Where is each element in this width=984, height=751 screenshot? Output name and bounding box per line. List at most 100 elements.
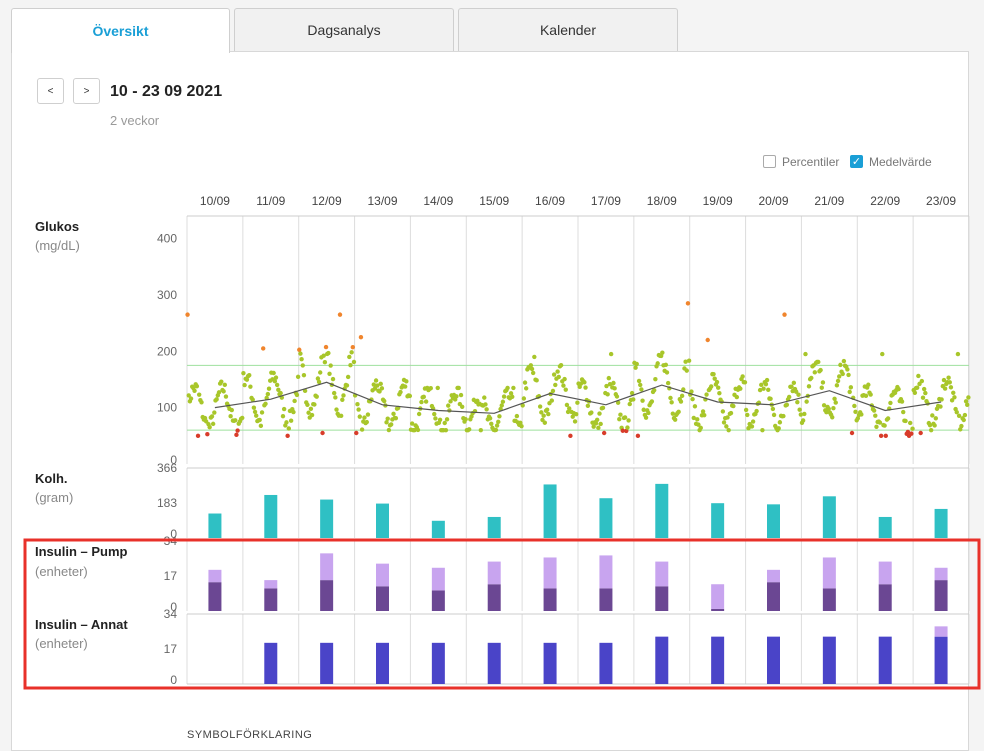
insulin-bolus-bar (878, 561, 892, 585)
glucose-point (553, 382, 558, 388)
carbs-bar (264, 494, 278, 538)
glucose-point (373, 378, 379, 383)
glucose-point (712, 376, 717, 381)
glucose-point (695, 417, 700, 422)
glucose-point (272, 379, 278, 384)
carbs-bar (934, 508, 948, 538)
glucose-point (606, 375, 612, 381)
glucose-point (555, 369, 560, 374)
glucose-point (259, 410, 265, 415)
glucose-point (914, 385, 920, 390)
percentiles-checkbox[interactable] (763, 155, 776, 168)
insulin-basal-bar (543, 642, 557, 684)
glucose-point (297, 347, 302, 352)
glucose-point (663, 362, 669, 367)
glucose-point (448, 399, 453, 404)
glucose-point (446, 403, 451, 408)
glucose-point (207, 425, 212, 430)
glucose-point (959, 423, 964, 429)
glucose-point (433, 416, 438, 421)
glucose-point (372, 386, 378, 391)
glucose-point (840, 371, 845, 377)
glucose-point (493, 427, 499, 433)
glucose-point (740, 374, 745, 379)
glucose-point (544, 407, 550, 412)
glucose-point (500, 399, 506, 404)
glucose-point (863, 393, 869, 399)
glucose-point (442, 420, 447, 426)
glucose-point (556, 374, 561, 380)
glucose-point (364, 419, 369, 425)
day-tick-label: 23/09 (926, 194, 956, 208)
glucose-point (678, 399, 684, 404)
glucose-point (323, 344, 329, 350)
glucose-point (345, 374, 351, 380)
previous-period-button[interactable]: < (37, 78, 64, 104)
glucose-point (539, 410, 544, 415)
glucose-point (853, 409, 858, 415)
glucose-point (802, 411, 807, 417)
glucose-point (683, 359, 688, 364)
tab-kalender[interactable]: Kalender (458, 8, 678, 51)
carbs-bar (711, 503, 725, 538)
glucose-point (520, 403, 525, 408)
insulin-basal-bar (264, 642, 278, 684)
next-period-button[interactable]: > (73, 78, 100, 104)
carbs-bar (599, 498, 613, 538)
insulin-basal-bar (431, 642, 445, 684)
glucose-point (330, 376, 336, 382)
glucose-point (299, 356, 304, 362)
glucose-point (933, 416, 939, 421)
glucose-point (514, 413, 520, 419)
glucose-point (248, 384, 253, 389)
glucose-point (355, 402, 360, 407)
insulin-bolus-bar (543, 557, 557, 589)
y-tick-label: 17 (164, 569, 178, 583)
glucose-point (618, 412, 623, 417)
carbs-bar (878, 516, 892, 538)
tab-oversikt[interactable]: Översikt (11, 8, 230, 53)
glucose-point (949, 398, 955, 403)
glucose-point (800, 418, 806, 423)
glucose-point (784, 402, 790, 407)
glucose-point (254, 413, 259, 418)
glucose-point (651, 387, 657, 393)
glucose-point (276, 387, 281, 392)
glucose-point (768, 396, 773, 402)
glucose-point (301, 372, 307, 378)
glucose-point (612, 386, 617, 391)
glucose-point (357, 414, 362, 419)
glucose-point (816, 359, 821, 365)
tab-dagsanalys[interactable]: Dagsanalys (234, 8, 454, 51)
glucose-point (196, 392, 202, 397)
glucose-row-unit: (mg/dL) (35, 238, 80, 253)
insulin-basal-bar (376, 586, 389, 611)
insulin-bolus-bar (431, 567, 445, 591)
glucose-point (551, 372, 557, 377)
glucose-point (242, 382, 247, 388)
glucose-point (600, 405, 606, 411)
glucose-point (487, 416, 493, 421)
glucose-point (601, 430, 607, 436)
glucose-point (194, 384, 200, 389)
glucose-point (291, 409, 296, 415)
glucose-point (919, 378, 925, 384)
glucose-point (337, 312, 343, 317)
glucose-point (281, 406, 287, 412)
glucose-point (965, 402, 970, 408)
pump-row-unit: (enheter) (35, 564, 88, 579)
glucose-point (930, 413, 935, 418)
glucose-point (640, 398, 645, 403)
glucose-point (273, 375, 279, 380)
glucose-point (705, 337, 710, 343)
insulin-basal-bar (320, 642, 334, 684)
insulin-basal-bar (934, 636, 948, 684)
glucose-point (941, 377, 947, 383)
percentiles-label: Percentiler (782, 155, 840, 169)
glucose-point (594, 417, 600, 423)
highlight-box (23, 538, 981, 690)
mean-checkbox[interactable]: ✓ (850, 155, 863, 168)
glucose-point (274, 382, 280, 388)
insulin-bolus-bar (655, 561, 669, 587)
glucose-point (409, 421, 415, 426)
